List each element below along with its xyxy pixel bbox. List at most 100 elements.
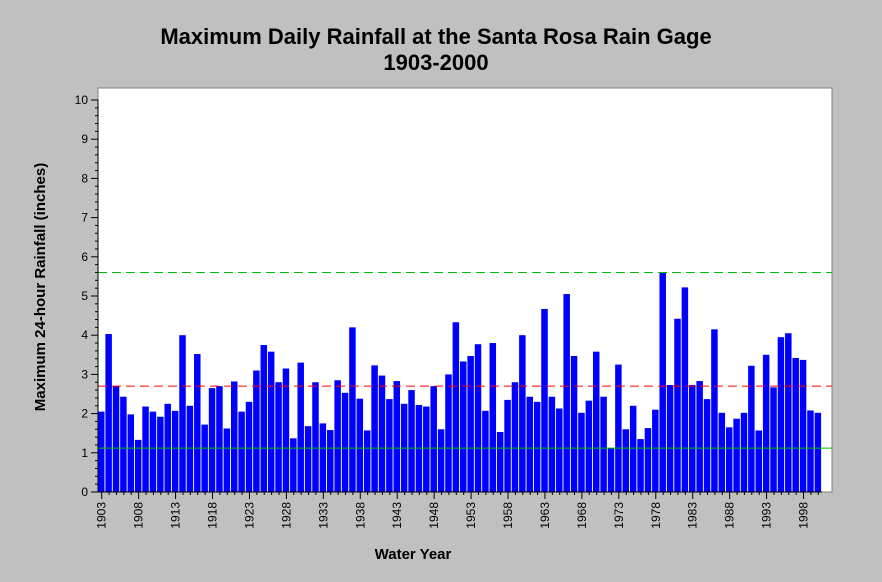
- bar-1904: [105, 334, 112, 492]
- bar-1932: [312, 382, 319, 492]
- bar-1976: [637, 439, 644, 492]
- bar-1917: [201, 424, 208, 492]
- bar-1965: [556, 408, 563, 492]
- bars-group: [98, 272, 822, 492]
- y-tick-label: 0: [81, 485, 88, 499]
- x-tick-label: 1983: [686, 502, 700, 529]
- bar-2000: [814, 412, 822, 492]
- y-tick-label: 5: [81, 289, 88, 303]
- bar-1998: [799, 359, 807, 492]
- bar-1983: [689, 384, 696, 492]
- x-tick-label: 1968: [575, 502, 589, 529]
- y-tick-label: 7: [81, 211, 88, 225]
- bar-1913: [171, 410, 179, 492]
- bar-1930: [297, 362, 304, 492]
- x-tick-label: 1993: [760, 502, 774, 529]
- bar-1984: [696, 381, 703, 492]
- bar-1918: [208, 388, 216, 492]
- x-axis: 1903 1908 1913 1918 1923 1928 1933 1938 1943 1948…: [95, 491, 822, 529]
- bar-1988: [725, 427, 733, 492]
- bar-1934: [327, 430, 334, 492]
- bar-1964: [548, 396, 556, 492]
- x-tick-label: 1978: [649, 502, 663, 529]
- bar-1925: [260, 345, 268, 492]
- bar-1935: [334, 380, 341, 492]
- bar-1981: [674, 318, 681, 492]
- bar-1973: [615, 364, 622, 492]
- bar-1945: [408, 390, 415, 492]
- x-tick-label: 1953: [464, 502, 478, 529]
- bar-1986: [711, 329, 718, 492]
- bar-1953: [467, 355, 474, 492]
- x-tick-label: 1958: [501, 502, 515, 529]
- bar-1922: [238, 411, 245, 492]
- bar-1968: [578, 412, 585, 492]
- bar-1991: [748, 365, 755, 492]
- bar-1949: [437, 429, 445, 492]
- bar-1924: [253, 370, 260, 492]
- bar-1960: [519, 335, 526, 492]
- y-tick-label: 6: [81, 250, 88, 264]
- x-tick-label: 1963: [538, 502, 552, 529]
- x-tick-label: 1938: [353, 502, 367, 529]
- bar-1952: [460, 361, 467, 492]
- bar-1947: [423, 406, 430, 492]
- bar-1974: [622, 429, 630, 492]
- x-tick-label: 1933: [316, 502, 330, 529]
- bar-1989: [733, 418, 740, 492]
- bar-1907: [127, 414, 135, 492]
- bar-1971: [600, 396, 607, 492]
- bar-1962: [533, 401, 541, 492]
- x-tick-label: 1988: [723, 502, 737, 529]
- x-tick-label: 1943: [390, 502, 404, 529]
- bar-1931: [304, 426, 312, 492]
- bar-1909: [142, 406, 149, 492]
- bar-1970: [592, 351, 600, 492]
- bar-1938: [356, 398, 364, 492]
- bar-1957: [496, 432, 504, 492]
- chart-subtitle: 1903-2000: [383, 50, 488, 75]
- x-tick-label: 1948: [427, 502, 441, 529]
- y-tick-label: 1: [81, 446, 88, 460]
- x-tick-label: 1973: [612, 502, 626, 529]
- bar-1990: [740, 412, 748, 492]
- bar-1906: [120, 396, 127, 492]
- bar-1997: [792, 357, 799, 492]
- bar-1979: [659, 272, 666, 492]
- bar-1921: [230, 381, 238, 492]
- bar-1942: [386, 399, 393, 492]
- bar-1954: [474, 344, 482, 492]
- y-tick-label: 2: [81, 407, 88, 421]
- bar-1987: [718, 412, 726, 492]
- bar-1915: [186, 405, 194, 492]
- bar-1933: [319, 423, 327, 492]
- bar-1958: [504, 399, 511, 492]
- bar-1992: [755, 430, 762, 492]
- y-tick-label: 4: [81, 328, 88, 342]
- bar-1927: [275, 382, 282, 492]
- bar-1999: [807, 410, 814, 492]
- bar-1940: [371, 365, 378, 492]
- bar-1903: [98, 411, 105, 492]
- y-axis: 0 1 2 3 4 5 6 7 8 9 10: [75, 93, 99, 499]
- bar-1996: [785, 333, 792, 492]
- x-tick-label: 1998: [797, 502, 811, 529]
- bar-1928: [282, 368, 290, 492]
- x-tick-label: 1903: [95, 502, 109, 529]
- bar-1975: [629, 405, 637, 492]
- bar-1994: [770, 387, 777, 492]
- bar-1950: [445, 374, 452, 492]
- bar-1920: [223, 428, 231, 492]
- bar-1967: [570, 355, 578, 492]
- bar-1963: [541, 308, 548, 492]
- bar-1951: [452, 322, 460, 492]
- y-axis-label: Maximum 24-hour Rainfall (inches): [32, 163, 49, 411]
- bar-1929: [290, 438, 297, 492]
- bar-1956: [489, 343, 497, 492]
- bar-1916: [194, 354, 201, 492]
- bar-1985: [703, 399, 711, 492]
- bar-1910: [149, 411, 157, 492]
- x-tick-label: 1918: [206, 502, 220, 529]
- x-tick-label: 1928: [279, 502, 293, 529]
